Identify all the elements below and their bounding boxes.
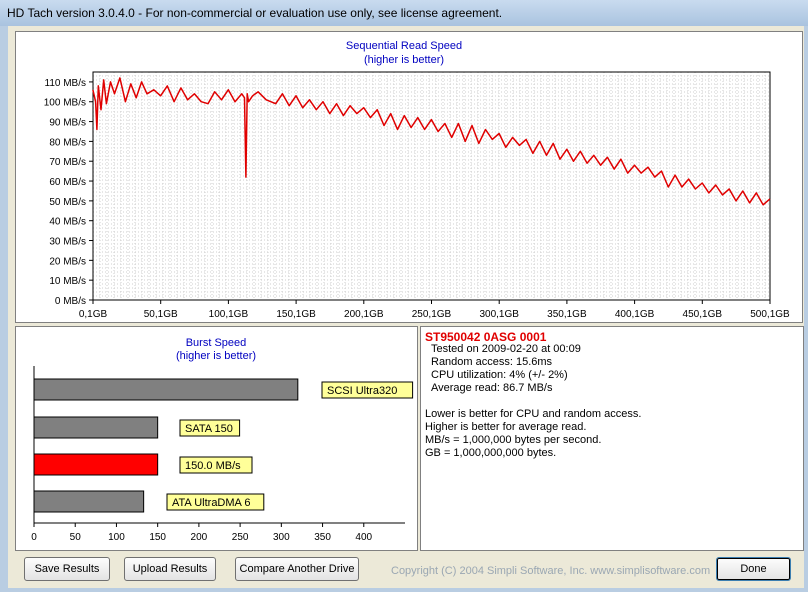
burst-bar — [33, 416, 159, 439]
save-results-button[interactable]: Save Results — [24, 557, 110, 581]
burst-x-tick-label: 100 — [108, 532, 125, 543]
sequential-chart-title: Sequential Read Speed — [346, 40, 462, 52]
burst-chart-title: Burst Speed — [186, 337, 247, 349]
burst-x-tick-label: 0 — [31, 532, 37, 543]
title-bar: HD Tach version 3.0.4.0 - For non-commer… — [0, 0, 808, 26]
y-tick-label: 60 MB/s — [49, 177, 86, 188]
burst-chart-subtitle: (higher is better) — [176, 350, 256, 362]
compare-drive-button[interactable]: Compare Another Drive — [235, 557, 359, 581]
upload-results-button[interactable]: Upload Results — [124, 557, 216, 581]
burst-bar-label-box — [321, 381, 414, 399]
copyright-text: Copyright (C) 2004 Simpli Software, Inc.… — [391, 565, 711, 577]
burst-bar-label: SATA 150 — [185, 423, 233, 435]
x-tick-label: 250,1GB — [412, 309, 452, 320]
y-tick-label: 80 MB/s — [49, 137, 86, 148]
x-tick-label: 450,1GB — [683, 309, 723, 320]
burst-x-tick-label: 50 — [70, 532, 82, 543]
x-tick-label: 50,1GB — [144, 309, 178, 320]
burst-x-tick-label: 150 — [149, 532, 166, 543]
random-access: Random access: 15.6ms — [431, 356, 553, 368]
y-tick-label: 100 MB/s — [44, 98, 86, 109]
burst-x-tick-label: 200 — [191, 532, 208, 543]
y-tick-label: 110 MB/s — [45, 78, 87, 89]
burst-bar — [33, 490, 145, 513]
burst-x-tick-label: 400 — [355, 532, 372, 543]
burst-bar-label-box — [166, 493, 265, 511]
burst-bar-label: SCSI Ultra320 — [327, 385, 397, 397]
burst-x-tick-label: 250 — [232, 532, 249, 543]
y-tick-label: 20 MB/s — [49, 256, 86, 267]
x-tick-label: 500,1GB — [750, 309, 790, 320]
x-tick-label: 350,1GB — [547, 309, 587, 320]
burst-bar-label-box — [179, 419, 241, 437]
burst-x-tick-label: 300 — [273, 532, 290, 543]
burst-bar-label: ATA UltraDMA 6 — [172, 497, 250, 509]
note-line: MB/s = 1,000,000 bytes per second. — [425, 434, 602, 446]
y-tick-label: 40 MB/s — [49, 217, 86, 228]
tested-date: Tested on 2009-02-20 at 00:09 — [431, 343, 581, 355]
note-line: Lower is better for CPU and random acces… — [425, 408, 642, 420]
done-button[interactable]: Done — [716, 557, 791, 581]
grid-lines — [93, 72, 770, 300]
drive-name: ST950042 0ASG 0001 — [425, 330, 547, 344]
burst-bar — [33, 453, 159, 476]
note-line: GB = 1,000,000,000 bytes. — [425, 447, 557, 459]
x-tick-label: 200,1GB — [344, 309, 384, 320]
y-tick-label: 10 MB/s — [49, 276, 86, 287]
y-tick-label: 90 MB/s — [49, 118, 86, 129]
x-tick-label: 300,1GB — [479, 309, 519, 320]
sequential-chart-subtitle: (higher is better) — [364, 54, 444, 66]
read-speed-line — [92, 77, 771, 206]
burst-bar-label: 150.0 MB/s — [185, 460, 241, 472]
y-tick-label: 30 MB/s — [49, 237, 86, 248]
average-read: Average read: 86.7 MB/s — [431, 382, 553, 394]
y-tick-label: 0 MB/s — [55, 296, 86, 307]
x-tick-label: 150,1GB — [276, 309, 316, 320]
cpu-utilization: CPU utilization: 4% (+/- 2%) — [431, 369, 568, 381]
burst-x-tick-label: 350 — [314, 532, 331, 543]
y-tick-label: 70 MB/s — [49, 157, 86, 168]
burst-bar-label-box — [179, 456, 253, 474]
results-panel: ST950042 0ASG 0001 Tested on 2009-02-20 … — [420, 326, 804, 551]
burst-bar — [33, 378, 299, 401]
x-tick-label: 100,1GB — [209, 309, 249, 320]
x-tick-label: 400,1GB — [615, 309, 655, 320]
window-title: HD Tach version 3.0.4.0 - For non-commer… — [7, 6, 503, 20]
x-tick-label: 0,1GB — [79, 309, 108, 320]
y-tick-label: 50 MB/s — [49, 197, 86, 208]
note-line: Higher is better for average read. — [425, 421, 587, 433]
